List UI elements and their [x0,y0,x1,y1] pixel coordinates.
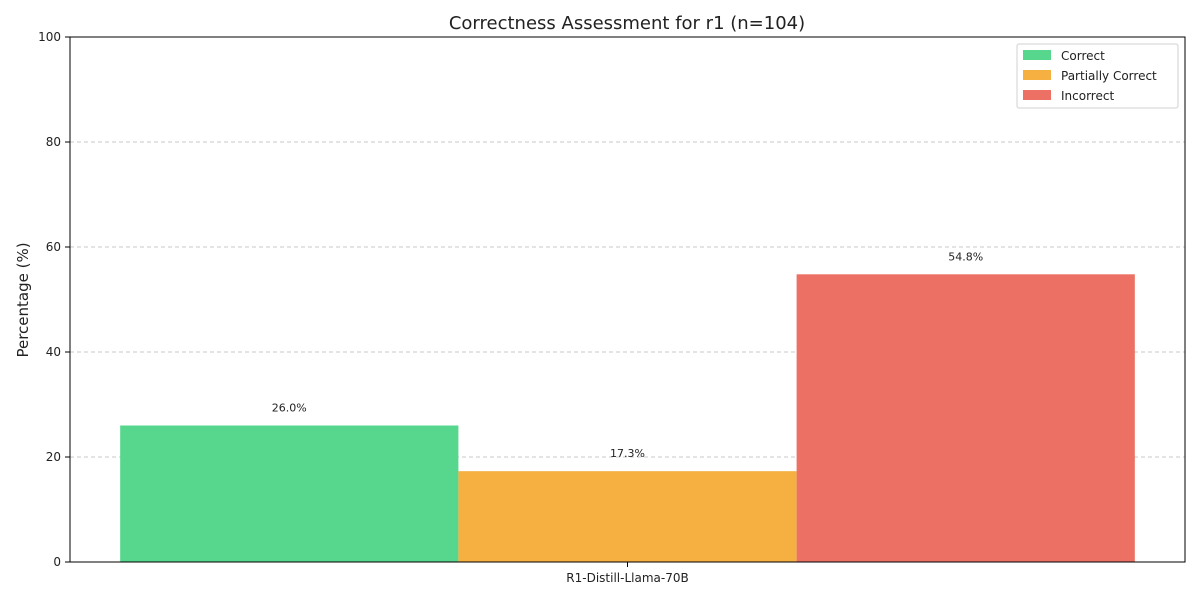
data-label: 54.8% [948,250,983,263]
legend-swatch [1023,70,1051,80]
y-tick-label: 80 [46,135,61,149]
data-label: 26.0% [272,402,307,415]
y-tick-label: 20 [46,450,61,464]
legend-swatch [1023,50,1051,60]
bar-partially-correct [458,471,797,562]
x-axis-ticks: R1-Distill-Llama-70B [566,562,689,585]
bar-incorrect [796,274,1135,562]
legend-label: Correct [1061,49,1105,63]
y-tick-label: 100 [38,30,61,44]
y-tick-label: 0 [53,555,61,569]
legend-label: Partially Correct [1061,69,1157,83]
y-tick-label: 60 [46,240,61,254]
legend: Correct Partially Correct Incorrect [1016,43,1179,109]
y-axis-ticks: 0 20 40 60 80 100 [38,30,70,569]
data-labels: 26.0% 17.3% 54.8% [272,250,983,460]
legend-box [1016,43,1179,109]
legend-label: Incorrect [1061,89,1114,103]
y-axis-label: Percentage (%) [14,242,32,357]
legend-swatch [1023,90,1051,100]
chart-title: Correctness Assessment for r1 (n=104) [449,13,805,34]
data-label: 17.3% [610,447,645,460]
y-tick-label: 40 [46,345,61,359]
bars [120,274,1135,562]
bar-correct [120,425,459,562]
x-tick-label: R1-Distill-Llama-70B [566,571,688,585]
